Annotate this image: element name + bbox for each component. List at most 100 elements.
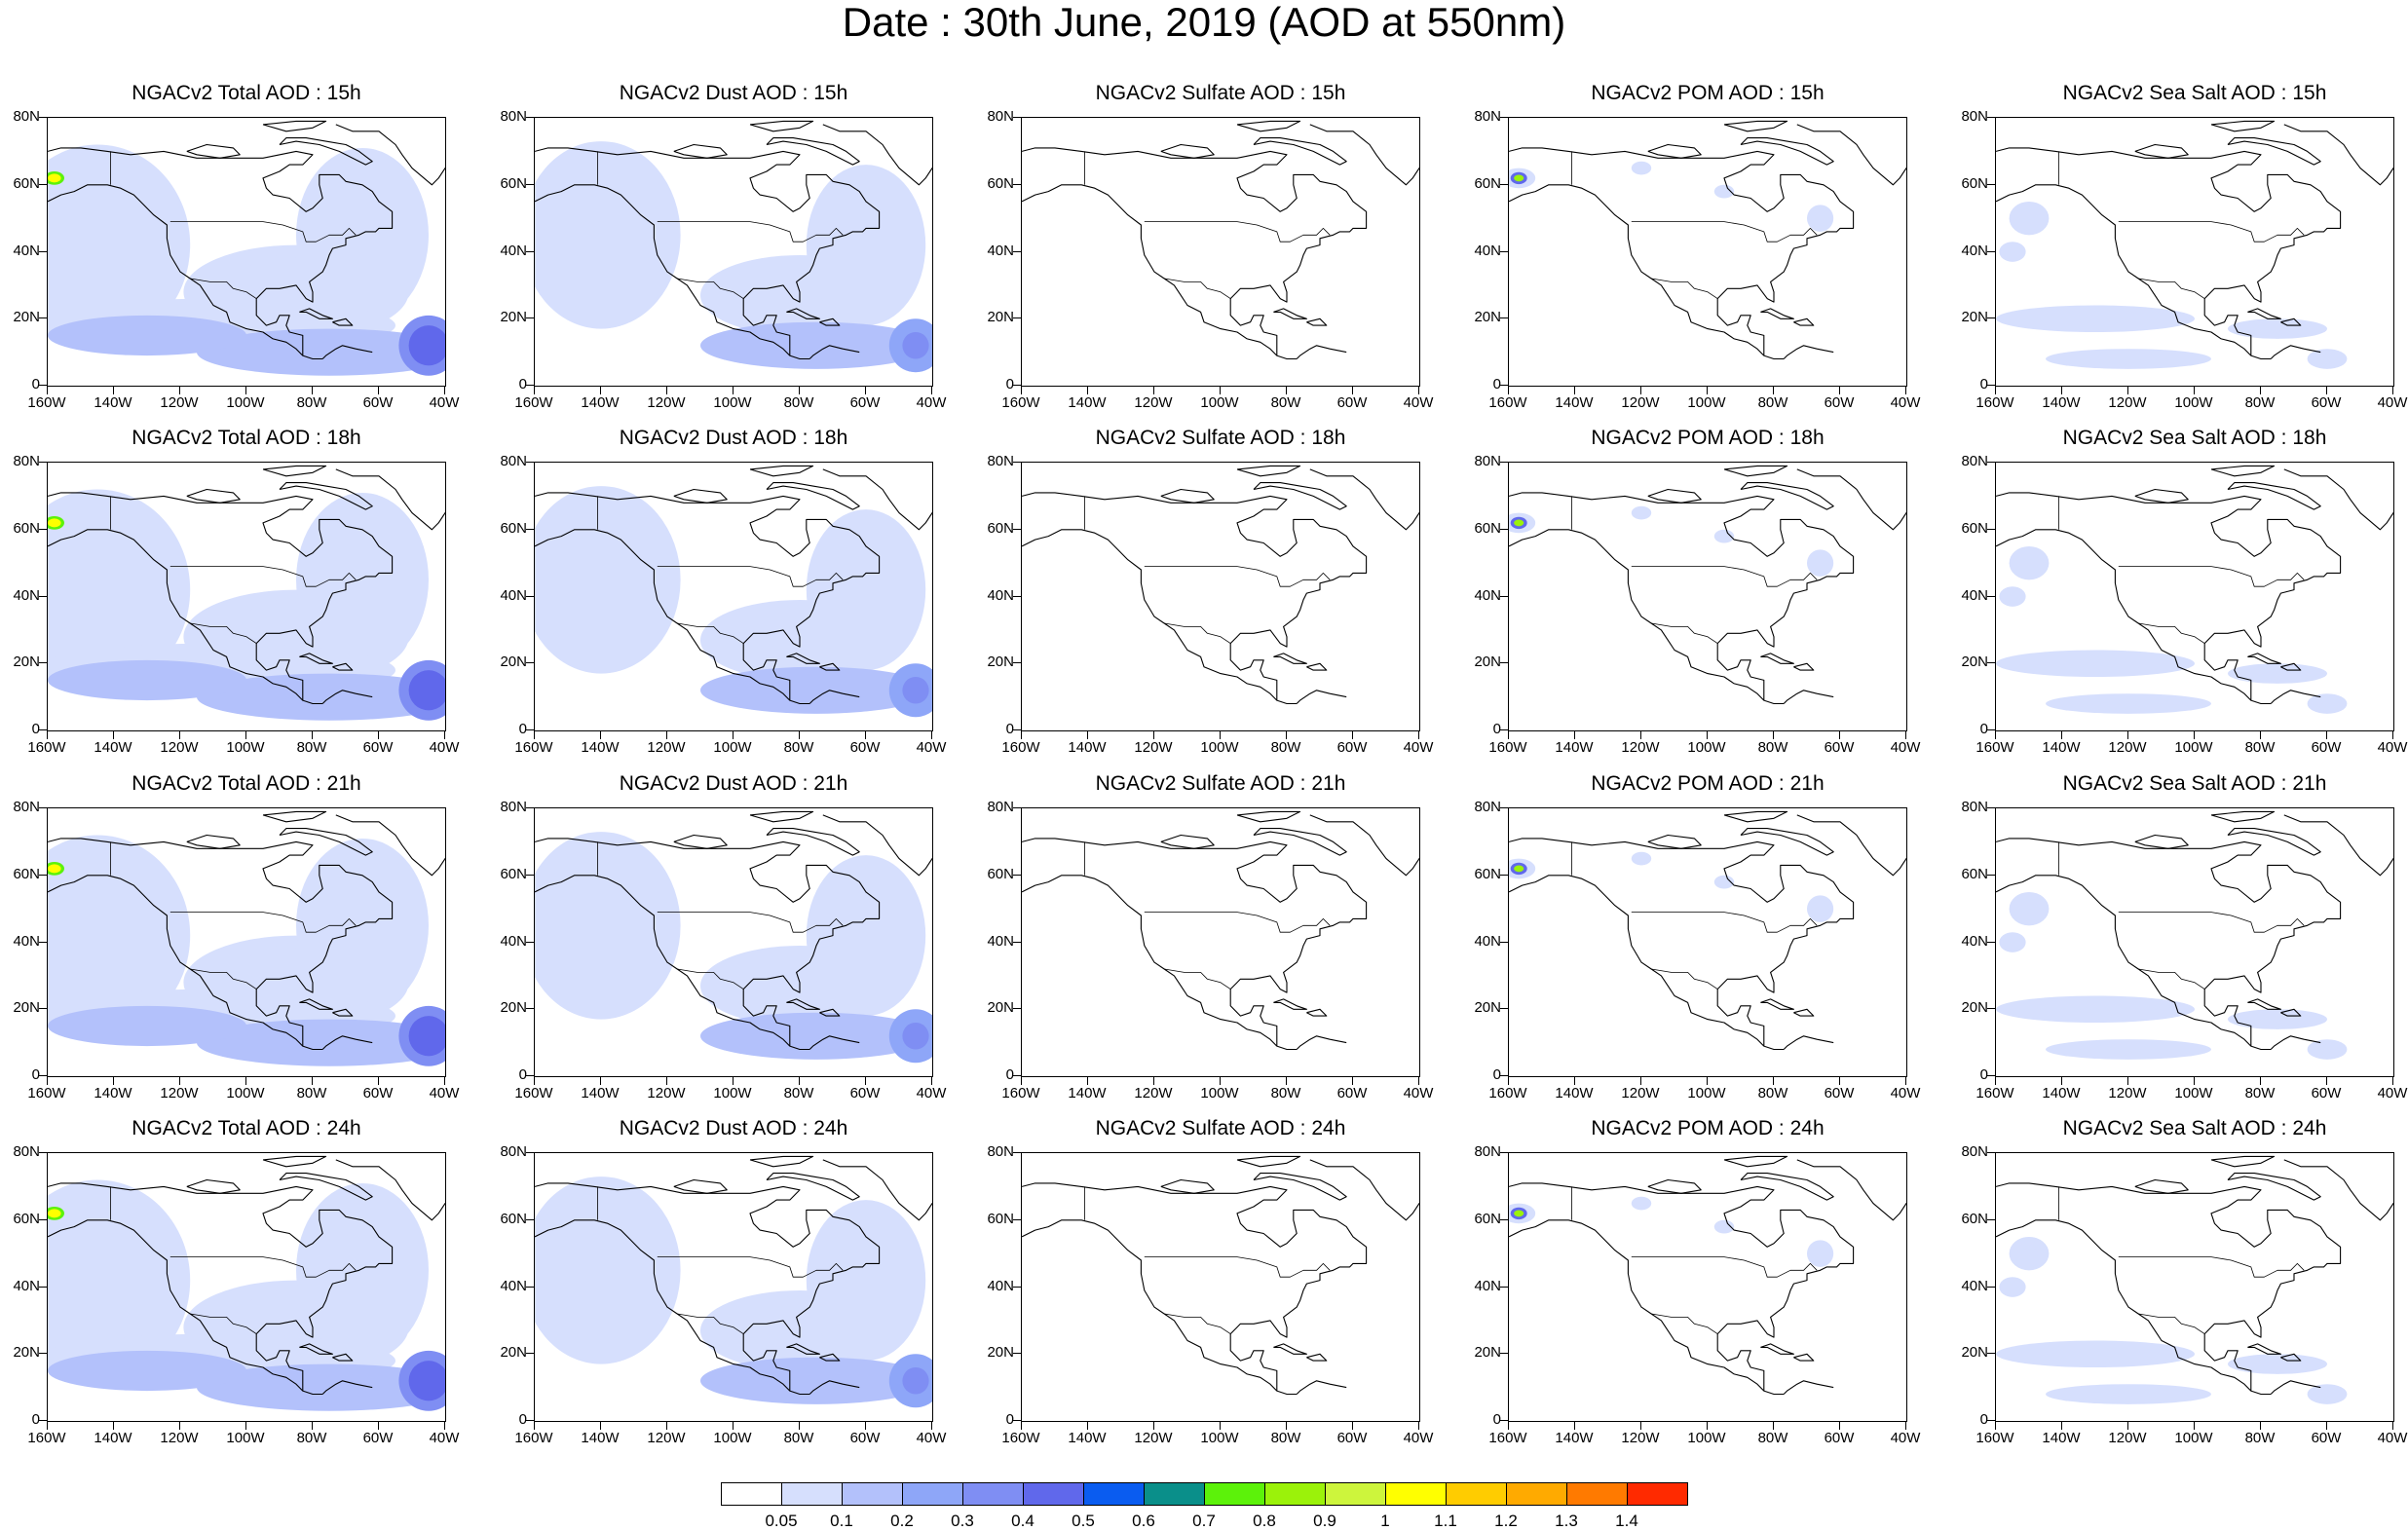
- lon-tick-label: 140W: [2042, 394, 2081, 411]
- aod-map: [534, 462, 933, 731]
- lat-tick-mark: [39, 729, 47, 730]
- lon-tick-label: 120W: [1134, 1085, 1173, 1102]
- aod-contour: [1514, 174, 1524, 182]
- lon-tick-label: 60W: [1336, 1085, 1368, 1102]
- lon-tick-mark: [1021, 1422, 1022, 1430]
- country-border: [1144, 221, 1331, 243]
- lon-tick-mark: [1707, 1077, 1708, 1085]
- map-panel: NGACv2 Sulfate AOD : 24h 80N 60N 40N 20N 0 160…: [987, 1117, 1433, 1446]
- lat-tick-mark: [1013, 874, 1021, 876]
- lat-tick-mark: [1500, 662, 1508, 664]
- lat-tick-label: 60N: [1474, 865, 1501, 882]
- coastline: [2227, 482, 2321, 510]
- aod-map: [1995, 1152, 2394, 1422]
- coastline: [1306, 317, 1328, 326]
- aod-contour: [700, 1357, 932, 1404]
- lon-tick-mark: [2260, 1077, 2261, 1085]
- country-border: [169, 912, 357, 933]
- coastline: [2247, 1343, 2281, 1355]
- coastline: [1723, 810, 1788, 823]
- coastline: [1509, 1182, 1855, 1392]
- coastline: [1740, 828, 1834, 856]
- lon-tick-label: 160W: [1975, 1085, 2014, 1102]
- coastline: [1740, 1173, 1834, 1201]
- lon-tick-label: 120W: [2108, 739, 2147, 756]
- aod-contour: [408, 1016, 445, 1057]
- lon-tick-mark: [312, 387, 313, 394]
- lat-tick-label: 80N: [1474, 799, 1501, 815]
- lat-tick-label: 60N: [500, 174, 527, 192]
- aod-map: [1508, 1152, 1907, 1422]
- lon-tick-label: 60W: [2311, 394, 2342, 411]
- coastline: [1760, 998, 1794, 1010]
- colorbar-swatch: [1446, 1482, 1507, 1506]
- lat-tick-mark: [1987, 250, 1995, 252]
- lon-tick-mark: [2061, 1077, 2062, 1085]
- lat-tick-label: 60N: [987, 174, 1014, 192]
- lon-tick-mark: [245, 387, 246, 394]
- aod-map: [1508, 117, 1907, 387]
- lat-tick-mark: [1987, 595, 1995, 597]
- aod-contour: [1807, 549, 1834, 577]
- lat-tick-label: 40N: [987, 242, 1014, 259]
- lat-tick-mark: [1987, 117, 1995, 118]
- lat-tick-mark: [39, 1286, 47, 1288]
- coastline: [819, 317, 841, 326]
- lon-tick-mark: [444, 1077, 445, 1085]
- panel-title: NGACv2 POM AOD : 15h: [1591, 82, 1825, 104]
- country-border: [1651, 278, 1718, 299]
- country-border: [2118, 912, 2305, 933]
- coastline: [766, 828, 860, 856]
- lon-tick-mark: [378, 1422, 379, 1430]
- lon-tick-mark: [600, 1422, 601, 1430]
- lat-tick-label: 80N: [1474, 1143, 1501, 1160]
- lon-tick-mark: [1905, 387, 1906, 394]
- country-border: [1164, 278, 1231, 299]
- coastline: [1793, 317, 1815, 326]
- coastline: [1783, 690, 1834, 704]
- lon-tick-label: 140W: [1555, 1430, 1594, 1446]
- lon-tick-mark: [113, 387, 114, 394]
- colorbar-label: 1.4: [1615, 1512, 1638, 1530]
- lat-tick-label: 0: [518, 721, 527, 737]
- lat-tick-mark: [39, 385, 47, 386]
- lat-tick-mark: [526, 385, 534, 386]
- country-border: [657, 1256, 844, 1278]
- map-panel: NGACv2 Sea Salt AOD : 18h 80N 60N 40N 20N 0 16…: [1961, 427, 2407, 756]
- country-border: [657, 912, 844, 933]
- aod-contour: [700, 321, 932, 369]
- lon-tick-mark: [1508, 1422, 1509, 1430]
- aod-contour: [1807, 1240, 1834, 1267]
- lon-tick-mark: [312, 1077, 313, 1085]
- coastline: [1760, 308, 1794, 319]
- aod-contour: [296, 147, 429, 322]
- lat-tick-mark: [39, 183, 47, 185]
- lat-tick-mark: [1013, 1420, 1021, 1421]
- coastline: [1796, 1159, 1906, 1221]
- lon-tick-mark: [1574, 387, 1575, 394]
- lat-tick-label: 20N: [13, 999, 40, 1017]
- lat-tick-label: 20N: [500, 999, 527, 1017]
- map-canvas: [1022, 465, 1419, 705]
- coastline: [1296, 345, 1347, 359]
- aod-map: [1995, 117, 2394, 387]
- lat-tick-mark: [1987, 183, 1995, 185]
- lat-tick-label: 20N: [1961, 309, 1988, 326]
- lon-tick-mark: [2260, 387, 2261, 394]
- colorbar-label: 1: [1380, 1512, 1390, 1530]
- aod-contour: [806, 509, 926, 671]
- colorbar-label: 0.5: [1072, 1512, 1095, 1530]
- coastline: [1796, 814, 1906, 877]
- coastline: [809, 690, 860, 704]
- map-panel: NGACv2 POM AOD : 21h 80N 60N 40N 20N 0 160W 140…: [1474, 772, 1920, 1102]
- coastline: [1509, 875, 1785, 1051]
- lon-tick-mark: [733, 1077, 734, 1085]
- lon-tick-mark: [865, 1422, 866, 1430]
- coastline: [1509, 147, 1855, 356]
- map-panel: NGACv2 Total AOD : 24h 80N 60N 40N 20N 0 160W 1…: [13, 1117, 459, 1446]
- coastline: [1740, 137, 1834, 166]
- lon-tick-mark: [534, 387, 535, 394]
- aod-contour: [2046, 693, 2211, 714]
- panel-title: NGACv2 Sulfate AOD : 15h: [1095, 82, 1346, 104]
- lon-tick-label: 100W: [713, 394, 752, 411]
